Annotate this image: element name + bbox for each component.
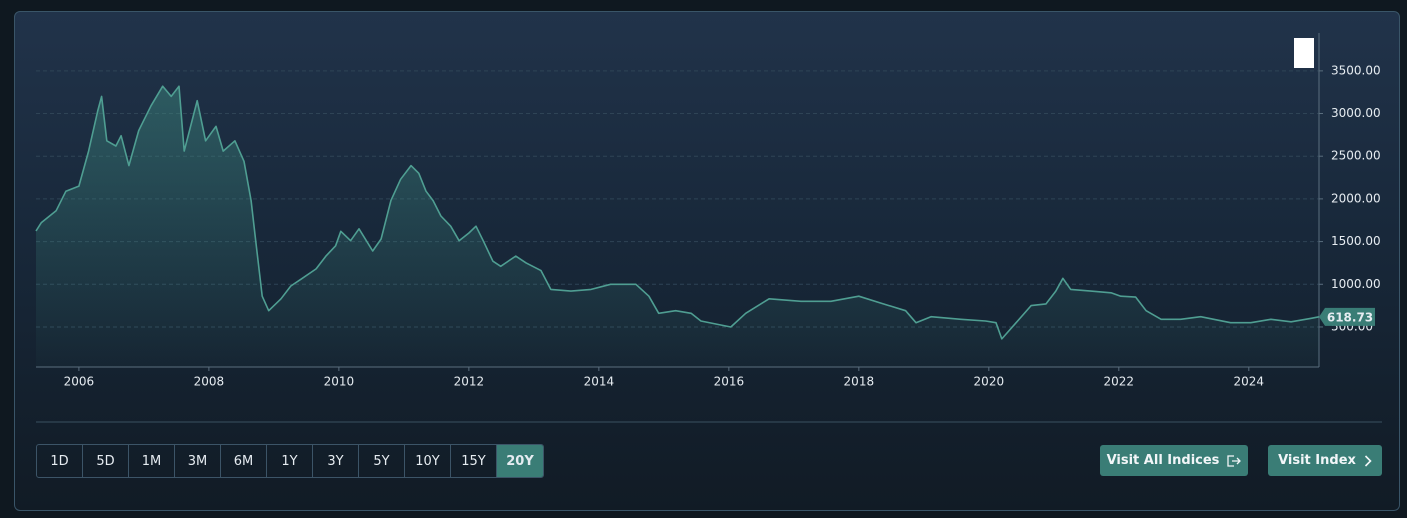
y-tick-label: 3500.00 xyxy=(1331,63,1381,77)
x-tick-label: 2008 xyxy=(194,375,225,389)
last-value-label: 618.73 xyxy=(1327,310,1373,324)
legend-marker xyxy=(1294,38,1314,68)
chart-card: 500.00 1000.00 1500.00 2000.00 2500.00 3000.0… xyxy=(14,11,1400,511)
visit-index[interactable]: Visit Index xyxy=(1268,445,1382,476)
y-tick-label: 1000.00 xyxy=(1331,277,1381,291)
range-button[interactable]: 1M xyxy=(129,445,175,477)
x-tick-label: 2022 xyxy=(1104,375,1135,389)
exit-icon xyxy=(1227,454,1242,467)
range-button[interactable]: 1D xyxy=(37,445,83,477)
y-tick-label: 3000.00 xyxy=(1331,106,1381,120)
range-button[interactable]: 3Y xyxy=(313,445,359,477)
x-tick-label: 2006 xyxy=(64,375,95,389)
x-tick-label: 2014 xyxy=(584,375,615,389)
x-tick-label: 2018 xyxy=(844,375,875,389)
line xyxy=(35,85,1320,340)
range-button[interactable]: 6M xyxy=(221,445,267,477)
last-value-badge xyxy=(1319,307,1375,326)
chevron-icon xyxy=(1364,454,1372,467)
range-button[interactable]: 5D xyxy=(83,445,129,477)
link-label: Visit All Indices xyxy=(1106,453,1220,468)
range-button[interactable]: 20Y xyxy=(497,445,543,477)
y-tick-label: 1500.00 xyxy=(1331,234,1381,248)
range-button[interactable]: 15Y xyxy=(451,445,497,477)
visit-all-indices[interactable]: Visit All Indices xyxy=(1100,445,1248,476)
y-tick-label: 2500.00 xyxy=(1331,149,1381,163)
x-tick-label: 2010 xyxy=(324,375,355,389)
x-tick-label: 2012 xyxy=(454,375,485,389)
link-label: Visit Index xyxy=(1278,453,1356,468)
range-button[interactable]: 3M xyxy=(175,445,221,477)
x-tick-label: 2016 xyxy=(714,375,745,389)
range-button[interactable]: 5Y xyxy=(359,445,405,477)
chart: 500.001000.001500.002000.002500.003000.0… xyxy=(35,33,1382,423)
y-tick-label: 2000.00 xyxy=(1331,191,1381,205)
x-tick-label: 2024 xyxy=(1234,375,1265,389)
range-button[interactable]: 10Y xyxy=(405,445,451,477)
x-tick-label: 2020 xyxy=(974,375,1005,389)
range-selector: 1D 5D 1M 3M 6M 1Y 3Y 5Y 10Y 15Y 20Y xyxy=(36,444,544,478)
range-button[interactable]: 1Y xyxy=(267,445,313,477)
area xyxy=(36,86,1319,367)
